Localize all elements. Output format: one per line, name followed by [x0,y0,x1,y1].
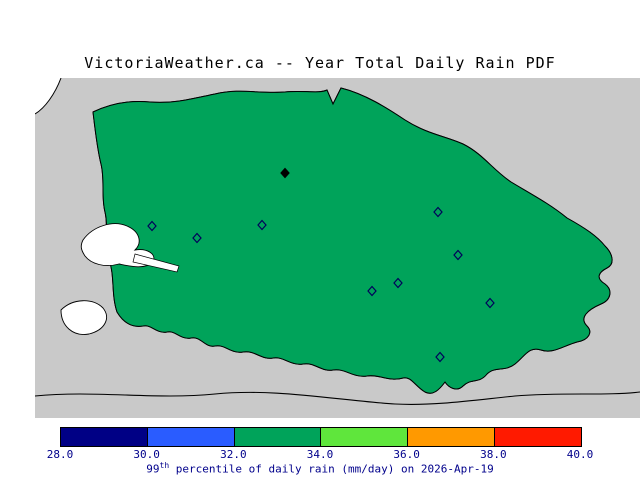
island-corner [35,78,61,114]
station-marker [453,249,463,261]
station-marker [257,219,267,231]
station-marker [147,220,157,232]
station-marker [192,232,202,244]
colorbar [60,427,582,447]
map-area [35,78,640,418]
colorbar-segment-36.0-38.0 [407,428,495,446]
page-title: VictoriaWeather.ca -- Year Total Daily R… [84,54,556,72]
inlet-channel [132,253,180,273]
south-coastline [35,391,640,405]
station-marker [485,297,495,309]
station-marker [393,277,403,289]
colorbar-segment-32.0-34.0 [233,428,321,446]
contour-map-canvas [35,78,640,418]
colorbar-segment-30.0-32.0 [146,428,234,446]
caption-superscript: th [159,461,170,470]
colorbar-caption: 99th percentile of daily rain (mm/day) o… [0,461,640,476]
caption-text: percentile of daily rain (mm/day) on 202… [169,462,494,476]
station-markers [147,167,495,363]
station-marker [367,285,377,297]
inlet-harbour-south [60,300,107,335]
colorbar-tick: 40.0 [566,448,594,461]
colorbar-segment-38.0-40.0 [494,428,581,446]
colorbar-tick: 30.0 [133,448,160,461]
colorbar-segment-28.0-30.0 [61,428,147,446]
colorbar-tick: 34.0 [306,448,334,461]
colorbar-tick: 38.0 [480,448,507,461]
colorbar-tick: 32.0 [220,448,247,461]
colorbar-segment-34.0-36.0 [320,428,408,446]
colorbar-tick: 36.0 [393,448,420,461]
caption-number: 99 [146,462,160,476]
colorbar-tick: 28.0 [46,448,74,461]
station-marker [435,351,445,363]
colorbar-tick-labels: 28.0 30.0 32.0 34.0 36.0 38.0 40.0 [47,448,594,461]
station-marker-filled [280,167,290,179]
station-marker [433,206,443,218]
island-corner-coastline [35,78,62,115]
